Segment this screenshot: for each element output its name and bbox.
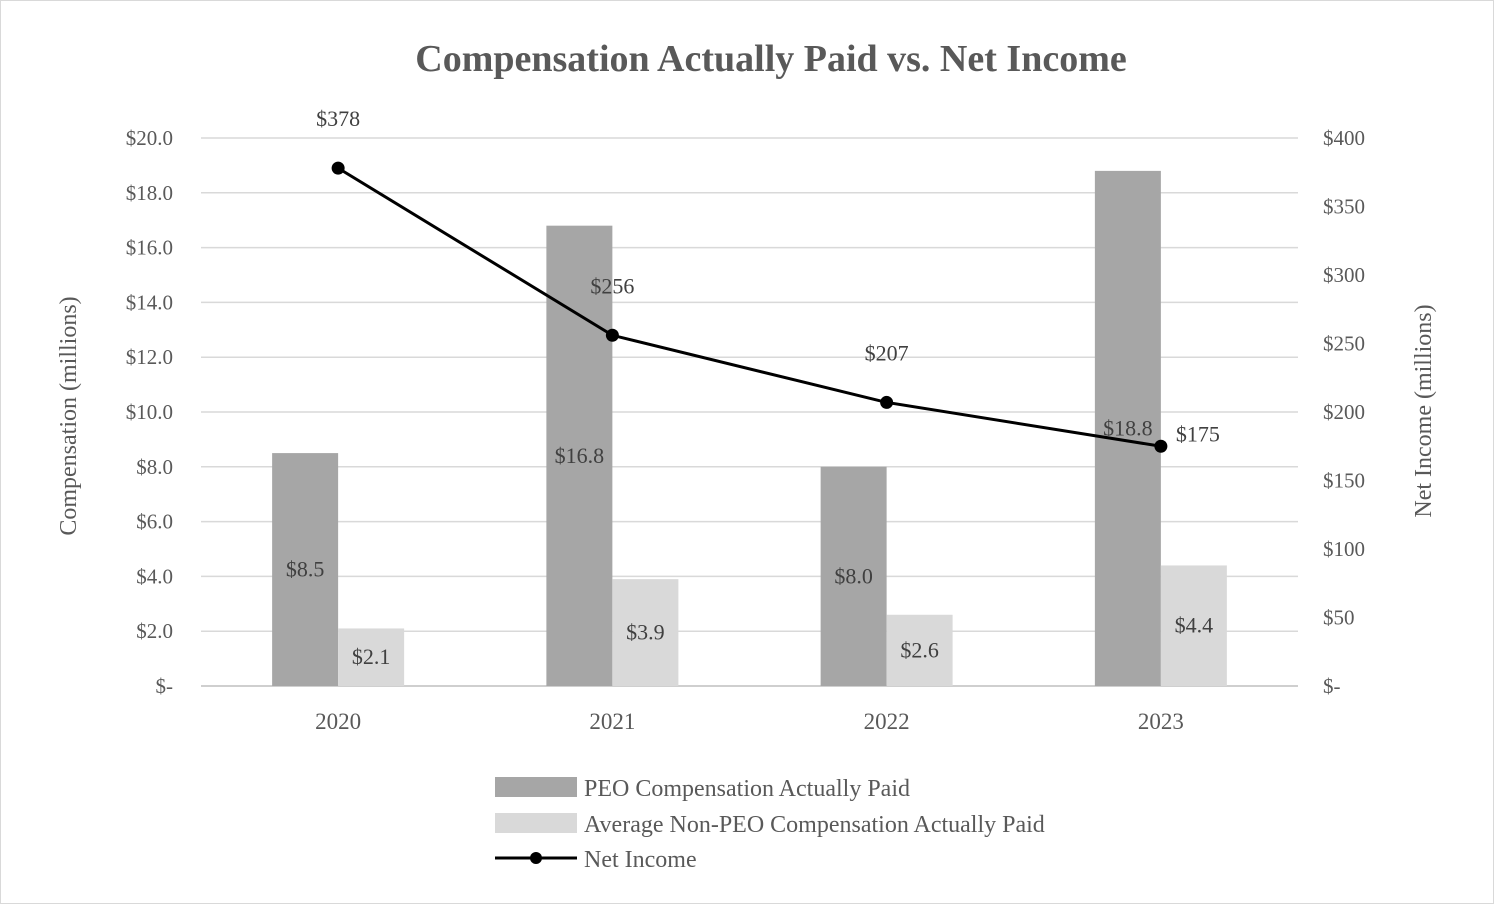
net-income-point [1154,439,1168,453]
data-label-peo: $16.8 [555,443,605,468]
legend-swatch-peo [495,777,577,797]
data-label-net-income: $175 [1176,421,1220,446]
y-tick-label: $20.0 [126,126,173,150]
x-tick-label: 2023 [1138,709,1184,734]
data-label-non-peo: $2.6 [900,637,939,662]
y-tick-label: $2.0 [136,619,173,643]
y-tick-label: $6.0 [136,510,173,534]
bar-non-peo [338,628,405,686]
data-label-peo: $8.0 [834,563,873,588]
data-label-peo: $8.5 [286,557,325,582]
data-label-non-peo: $2.1 [352,644,391,669]
chart-title: Compensation Actually Paid vs. Net Incom… [415,38,1126,80]
net-income-line [337,166,1162,448]
y2-tick-label: $100 [1323,537,1365,561]
legend: PEO Compensation Actually Paid Average N… [495,776,1045,873]
y-axis-title: Compensation (millions) [56,296,82,535]
bar-non-peo [612,579,679,686]
data-label-non-peo: $4.4 [1175,613,1214,638]
bar-non-peo [1160,565,1227,686]
axes-layer: $- $2.0 $4.0 $6.0 $8.0 $10.0 $12.0 $14.0 $16.0 $1… [126,126,1365,734]
y-tick-label: $12.0 [126,345,173,369]
data-labels-layer: $8.5 $2.1 $16.8 $3.9 $8.0 $2.6 $18.8 $4.4 $378 $2… [286,106,1220,669]
y2-tick-label: $400 [1323,126,1365,150]
x-tick-label: 2020 [315,709,361,734]
bar-peo [820,466,887,686]
y2-tick-label: $150 [1323,469,1365,493]
net-income-point [605,328,619,342]
data-label-non-peo: $3.9 [626,620,665,645]
bar-peo [272,453,339,686]
data-label-peo: $18.8 [1103,415,1153,440]
y-tick-label: $4.0 [136,564,173,588]
net-income-point [331,161,345,175]
data-label-net-income: $256 [590,273,634,298]
y2-tick-label: $200 [1323,400,1365,424]
legend-marker-net-income [530,852,542,864]
y2-tick-label: $250 [1323,332,1365,356]
data-label-net-income: $207 [865,340,909,365]
y-tick-label: $16.0 [126,236,173,260]
bar-peo [1094,170,1161,686]
bars-layer [272,170,1227,686]
x-tick-label: 2021 [589,709,635,734]
y-tick-label: $14.0 [126,290,173,314]
legend-swatch-non-peo [495,813,577,833]
legend-label-net-income: Net Income [584,847,697,873]
y-tick-label: $8.0 [136,455,173,479]
y-tick-label: $- [156,674,174,698]
y2-tick-label: $350 [1323,195,1365,219]
x-tick-label: 2022 [864,709,910,734]
y2-tick-label: $50 [1323,606,1355,630]
data-label-net-income: $378 [316,106,360,131]
bar-non-peo [886,614,953,686]
net-income-point [880,395,894,409]
y-tick-label: $18.0 [126,181,173,205]
y-tick-label: $10.0 [126,400,173,424]
y2-axis-title: Net Income (millions) [1411,304,1437,517]
line-layer [331,161,1168,453]
legend-label-non-peo: Average Non-PEO Compensation Actually Pa… [584,812,1045,838]
y2-tick-label: $- [1323,674,1341,698]
legend-label-peo: PEO Compensation Actually Paid [584,776,910,802]
y2-tick-label: $300 [1323,263,1365,287]
